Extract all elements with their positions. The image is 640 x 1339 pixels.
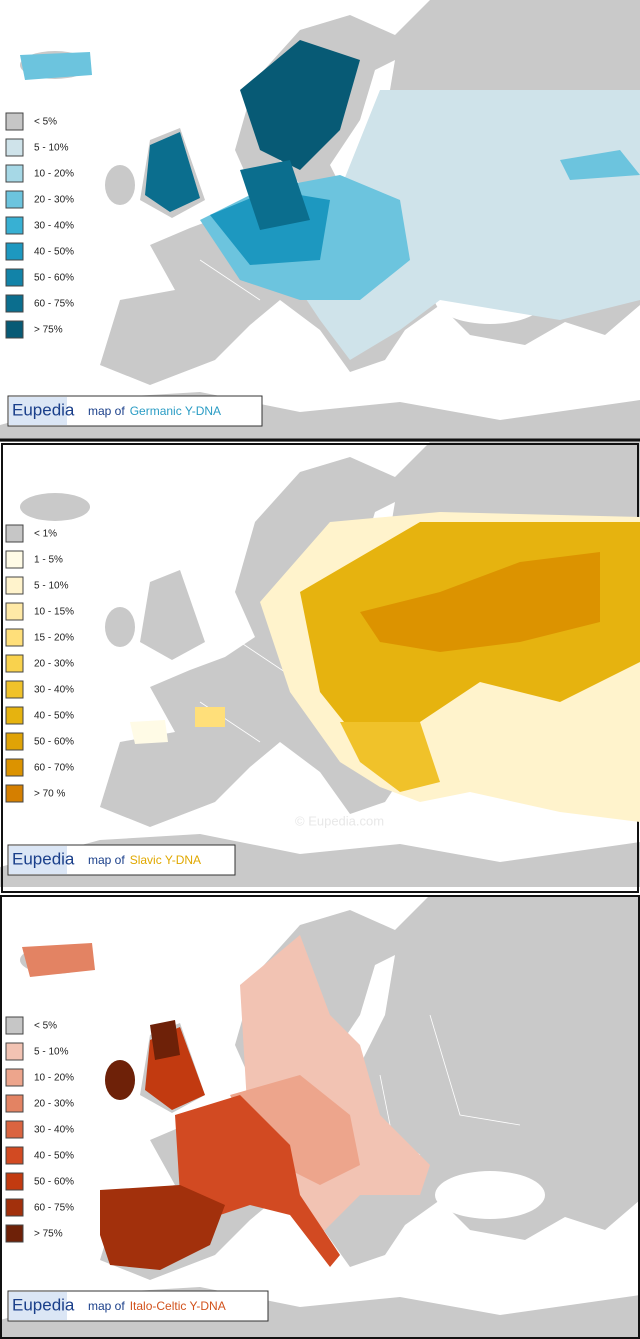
legend-label: > 70 % (34, 789, 66, 800)
legend-label: > 75% (34, 1229, 63, 1240)
legend-label: 10 - 20% (34, 169, 74, 180)
legend-swatch (5, 216, 24, 235)
caption-flag (9, 1292, 67, 1320)
legend-label: 40 - 50% (34, 1151, 74, 1162)
legend-swatch (5, 758, 24, 777)
legend-label: < 5% (34, 117, 57, 128)
caption-text: map of Germanic Y-DNA (88, 404, 221, 418)
legend-label: < 5% (34, 1021, 57, 1032)
legend-label: 20 - 30% (34, 659, 74, 670)
legend-label: 50 - 60% (34, 737, 74, 748)
legend-swatch (5, 602, 24, 621)
legend-swatch (5, 732, 24, 751)
caption-subject: Italo-Celtic Y-DNA (130, 1299, 226, 1313)
germanic-map: < 5% 5 - 10% 10 - 20% 20 - 30% 30 - 40% 40 - … (0, 0, 640, 446)
legend-label: 20 - 30% (34, 1099, 74, 1110)
legend-label: 30 - 40% (34, 1125, 74, 1136)
legend-label: 60 - 70% (34, 763, 74, 774)
legend-swatch (5, 164, 24, 183)
legend-swatch (5, 294, 24, 313)
caption-flag (9, 846, 67, 874)
legend-swatch (5, 320, 24, 339)
legend-label: 40 - 50% (34, 247, 74, 258)
caption-brand: Eupedia (12, 849, 75, 868)
legend-swatch (5, 138, 24, 157)
legend-swatch (5, 1146, 24, 1165)
watermark: © Eupedia.com (295, 813, 384, 828)
caption-prefix: map of (88, 404, 125, 418)
legend-label: 50 - 60% (34, 273, 74, 284)
legend-swatch (5, 524, 24, 543)
legend-label: 50 - 60% (34, 1177, 74, 1188)
caption-subject: Germanic Y-DNA (130, 404, 221, 418)
caption-prefix: map of (88, 1299, 125, 1313)
caption-text: map of Slavic Y-DNA (88, 853, 201, 867)
legend-label: 30 - 40% (34, 221, 74, 232)
caption-flag (9, 397, 67, 425)
legend-swatch (5, 784, 24, 803)
legend-swatch (5, 1042, 24, 1061)
legend-label: 5 - 10% (34, 143, 69, 154)
caption: Eupedia map of Slavic Y-DNA (7, 844, 236, 876)
legend-swatch (5, 680, 24, 699)
legend-label: 60 - 75% (34, 299, 74, 310)
legend-swatch (5, 706, 24, 725)
legend-label: 10 - 20% (34, 1073, 74, 1084)
legend-swatch (5, 1068, 24, 1087)
legend-swatch (5, 1094, 24, 1113)
legend-swatch (5, 1016, 24, 1035)
legend-swatch (5, 242, 24, 261)
legend-label: 1 - 5% (34, 555, 63, 566)
legend-swatch (5, 576, 24, 595)
legend-label: 30 - 40% (34, 685, 74, 696)
legend-swatch (5, 1224, 24, 1243)
legend-swatch (5, 190, 24, 209)
legend-label: 15 - 20% (34, 633, 74, 644)
legend-swatch (5, 112, 24, 131)
caption-brand: Eupedia (12, 400, 75, 419)
legend-label: 5 - 10% (34, 581, 69, 592)
legend-swatch (5, 628, 24, 647)
legend-swatch (5, 1198, 24, 1217)
legend-swatch (5, 268, 24, 287)
caption-prefix: map of (88, 853, 125, 867)
legend-label: > 75% (34, 325, 63, 336)
legend-swatch (5, 1120, 24, 1139)
slavic-map: < 1% 1 - 5% 5 - 10% 10 - 15% 15 - 20% 20 - 30… (0, 441, 640, 894)
legend-label: 60 - 75% (34, 1203, 74, 1214)
caption-subject: Slavic Y-DNA (130, 853, 201, 867)
legend-label: 5 - 10% (34, 1047, 69, 1058)
caption: Eupedia map of Germanic Y-DNA (7, 395, 263, 427)
legend-label: 20 - 30% (34, 195, 74, 206)
legend-swatch (5, 1172, 24, 1191)
caption: Eupedia map of Italo-Celtic Y-DNA (7, 1290, 269, 1322)
legend-label: 40 - 50% (34, 711, 74, 722)
legend-swatch (5, 550, 24, 569)
legend-label: < 1% (34, 529, 57, 540)
caption-brand: Eupedia (12, 1295, 75, 1314)
legend-swatch (5, 654, 24, 673)
caption-text: map of Italo-Celtic Y-DNA (88, 1299, 226, 1313)
legend-label: 10 - 15% (34, 607, 74, 618)
italo-celtic-map: < 5% 5 - 10% 10 - 20% 20 - 30% 30 - 40% 40 - … (0, 894, 640, 1339)
